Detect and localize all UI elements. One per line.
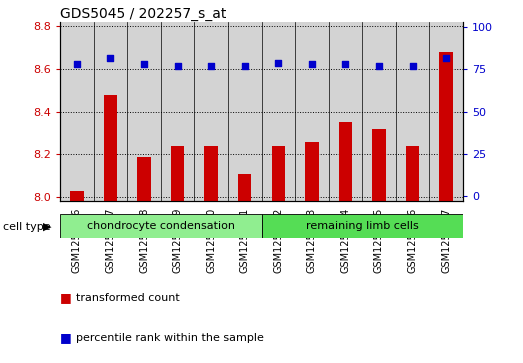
Bar	[271, 146, 285, 201]
Text: ■: ■	[60, 291, 72, 304]
Text: ■: ■	[60, 331, 72, 344]
Text: GDS5045 / 202257_s_at: GDS5045 / 202257_s_at	[60, 7, 226, 21]
Bar	[161, 22, 195, 201]
Point	[174, 63, 182, 69]
Bar	[362, 22, 396, 201]
Point	[274, 60, 282, 66]
Bar	[94, 22, 127, 201]
Bar	[305, 142, 319, 201]
Point	[73, 61, 81, 67]
Bar	[396, 22, 429, 201]
Point	[140, 61, 148, 67]
Bar	[262, 22, 295, 201]
Point	[106, 55, 115, 61]
Bar	[70, 191, 84, 201]
Point	[207, 63, 215, 69]
Bar	[104, 94, 117, 201]
Bar	[195, 22, 228, 201]
Bar	[406, 146, 419, 201]
Bar	[171, 146, 184, 201]
Bar	[339, 122, 352, 201]
Bar	[262, 214, 463, 238]
Text: ▶: ▶	[43, 222, 51, 232]
Point	[442, 55, 450, 61]
Text: chondrocyte condensation: chondrocyte condensation	[87, 221, 235, 231]
Point	[241, 63, 249, 69]
Point	[308, 61, 316, 67]
Bar	[295, 22, 328, 201]
Text: remaining limb cells: remaining limb cells	[306, 221, 418, 231]
Bar	[439, 52, 453, 201]
Text: cell type: cell type	[3, 222, 50, 232]
Bar	[60, 214, 262, 238]
Bar	[228, 22, 262, 201]
Text: transformed count: transformed count	[76, 293, 179, 303]
Point	[375, 63, 383, 69]
Bar	[127, 22, 161, 201]
Point	[408, 63, 417, 69]
Bar	[60, 22, 94, 201]
Bar	[328, 22, 362, 201]
Bar	[204, 146, 218, 201]
Text: percentile rank within the sample: percentile rank within the sample	[76, 333, 264, 343]
Bar	[238, 174, 252, 201]
Point	[341, 61, 349, 67]
Bar	[138, 156, 151, 201]
Bar	[372, 129, 385, 201]
Bar	[429, 22, 463, 201]
